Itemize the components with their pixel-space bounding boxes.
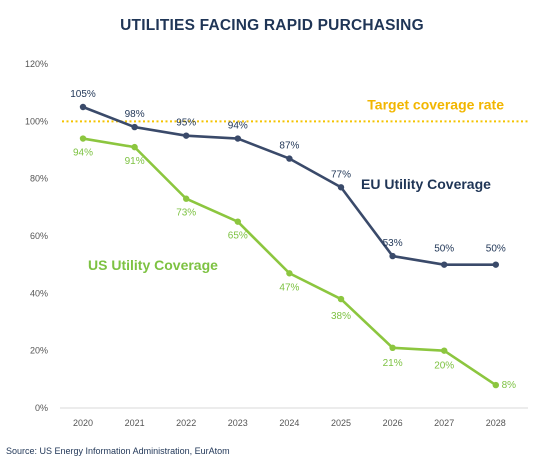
eu-data-label: 50%: [486, 244, 506, 255]
eu-data-label: 95%: [176, 118, 196, 129]
x-tick-label: 2021: [125, 418, 145, 428]
eu-series-label: EU Utility Coverage: [361, 176, 491, 192]
eu-data-point: [492, 261, 499, 268]
eu-data-point: [286, 155, 293, 162]
x-tick-label: 2020: [73, 418, 93, 428]
target-line-label: Target coverage rate: [367, 96, 504, 112]
us-data-point: [441, 347, 448, 354]
eu-data-label: 105%: [70, 89, 96, 100]
x-tick-label: 2022: [176, 418, 196, 428]
eu-data-point: [79, 103, 87, 111]
x-tick-label: 2026: [383, 418, 403, 428]
y-tick-label: 0%: [35, 403, 48, 413]
us-data-point: [337, 295, 345, 303]
us-data-point: [389, 344, 396, 351]
us-data-label: 21%: [383, 358, 403, 369]
us-data-label: 65%: [228, 231, 248, 242]
us-data-point: [286, 270, 293, 277]
eu-data-point: [441, 261, 448, 268]
us-data-label: 91%: [125, 156, 145, 167]
us-data-point: [492, 381, 499, 389]
us-data-label: 20%: [434, 361, 454, 372]
eu-data-label: 77%: [331, 169, 351, 180]
y-tick-label: 40%: [30, 288, 48, 298]
eu-data-label: 98%: [125, 109, 145, 120]
eu-data-label: 87%: [279, 141, 299, 152]
us-data-label: 73%: [176, 208, 196, 219]
eu-data-label: 94%: [228, 121, 248, 132]
y-tick-label: 60%: [30, 231, 48, 241]
eu-data-point: [337, 184, 345, 191]
y-tick-label: 80%: [30, 174, 48, 184]
eu-data-label: 53%: [383, 238, 403, 249]
us-data-label: 38%: [331, 311, 351, 322]
eu-data-point: [234, 135, 241, 142]
eu-data-point: [131, 123, 138, 131]
us-data-point: [79, 135, 87, 142]
us-data-label: 47%: [279, 282, 299, 293]
eu-data-point: [389, 252, 396, 260]
x-tick-label: 2027: [434, 418, 454, 428]
y-tick-label: 20%: [30, 346, 48, 356]
us-data-point: [234, 218, 241, 225]
us-data-label: 94%: [73, 148, 93, 159]
x-tick-label: 2025: [331, 418, 351, 428]
eu-data-label: 50%: [434, 244, 454, 255]
x-tick-label: 2028: [486, 418, 506, 428]
y-tick-label: 100%: [25, 116, 48, 126]
y-tick-label: 120%: [25, 59, 48, 69]
us-data-point: [183, 195, 190, 202]
us-series-label: US Utility Coverage: [88, 257, 218, 273]
chart-title: UTILITIES FACING RAPID PURCHASING: [120, 17, 424, 34]
x-tick-label: 2024: [279, 418, 299, 428]
us-data-label: 8%: [502, 380, 517, 391]
eu-data-point: [183, 132, 190, 139]
source-note: Source: US Energy Information Administra…: [6, 446, 230, 456]
x-tick-label: 2023: [228, 418, 248, 428]
us-data-point: [131, 143, 138, 151]
